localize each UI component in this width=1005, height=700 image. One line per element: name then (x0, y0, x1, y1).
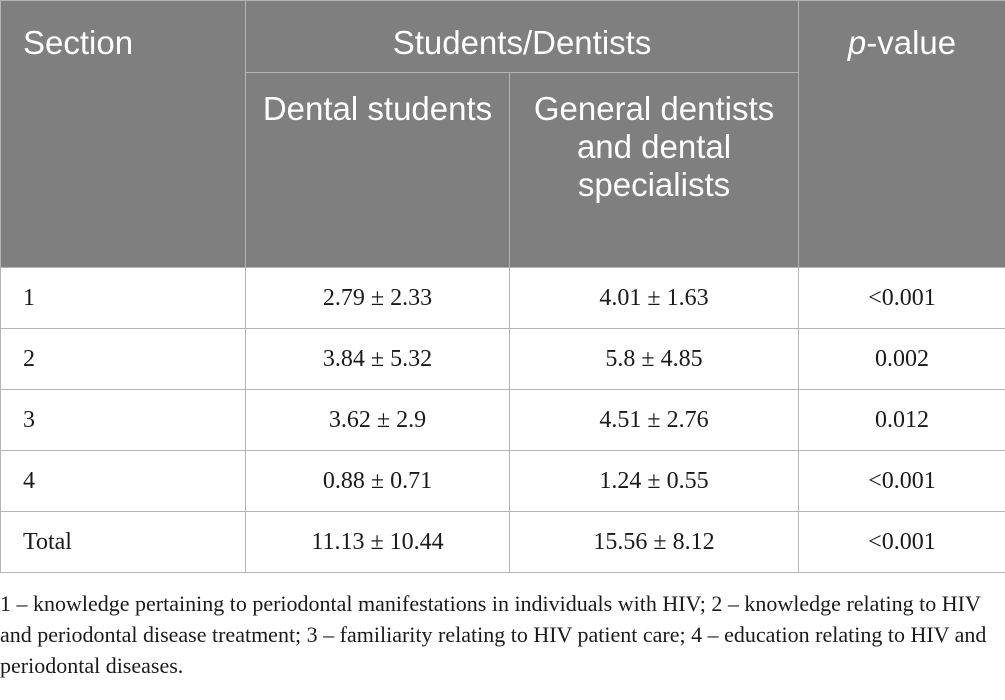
cell-dentists: 5.8 ± 4.85 (508, 328, 800, 390)
header-row-top: Section Students/Dentists p-value (0, 0, 1005, 268)
cell-students: 2.79 ± 2.33 (245, 267, 510, 329)
cell-dentists: 1.24 ± 0.55 (508, 450, 800, 512)
table-footnote: 1 – knowledge pertaining to periodontal … (0, 591, 987, 678)
table-row: 3 3.62 ± 2.9 4.51 ± 2.76 0.012 (0, 389, 1005, 451)
header-section: Section (0, 0, 246, 268)
cell-pvalue: <0.001 (798, 267, 1005, 329)
cell-dentists: 15.56 ± 8.12 (508, 511, 800, 573)
cell-dentists: 4.51 ± 2.76 (508, 389, 800, 451)
header-row-sub: Dental students General dentists and den… (1, 72, 1005, 268)
pvalue-italic-p: p (847, 24, 867, 61)
header-pvalue: p-value (798, 0, 1005, 268)
cell-pvalue: <0.001 (798, 511, 1005, 573)
table-row: 2 3.84 ± 5.32 5.8 ± 4.85 0.002 (0, 328, 1005, 390)
header-general-dentists: General dentists and dental specialists (508, 72, 800, 268)
cell-section: 3 (0, 389, 246, 451)
table-row: 4 0.88 ± 0.71 1.24 ± 0.55 <0.001 (0, 450, 1005, 512)
cell-dentists: 4.01 ± 1.63 (508, 267, 800, 329)
cell-students: 3.62 ± 2.9 (245, 389, 510, 451)
cell-students: 0.88 ± 0.71 (245, 450, 510, 512)
cell-pvalue: 0.012 (798, 389, 1005, 451)
results-table: Section Students/Dentists p-value Dental… (0, 0, 1005, 573)
table-row: 1 2.79 ± 2.33 4.01 ± 1.63 <0.001 (0, 267, 1005, 329)
header-group: Students/Dentists (244, 0, 800, 73)
cell-pvalue: <0.001 (798, 450, 1005, 512)
cell-section: 1 (0, 267, 246, 329)
cell-section: 4 (0, 450, 246, 512)
cell-pvalue: 0.002 (798, 328, 1005, 390)
cell-students: 3.84 ± 5.32 (245, 328, 510, 390)
pvalue-suffix: -value (866, 24, 957, 61)
cell-students: 11.13 ± 10.44 (245, 511, 510, 573)
table-row-total: Total 11.13 ± 10.44 15.56 ± 8.12 <0.001 (0, 511, 1005, 573)
header-dental-students: Dental students (245, 72, 510, 268)
cell-section: Total (0, 511, 246, 573)
cell-section: 2 (0, 328, 246, 390)
